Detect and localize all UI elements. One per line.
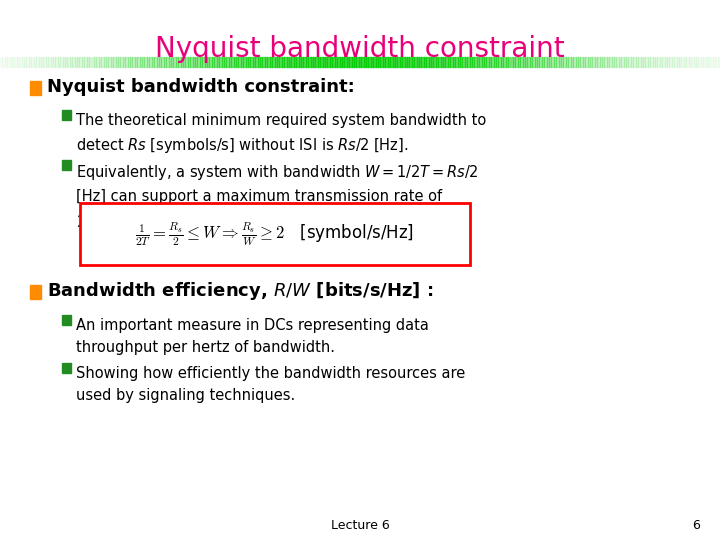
Bar [30,81,41,95]
Text: Bandwidth efficiency, $R/W$ [bits/s/Hz] :: Bandwidth efficiency, $R/W$ [bits/s/Hz] … [47,280,433,302]
Bar [30,285,41,299]
Text: Nyquist bandwidth constraint: Nyquist bandwidth constraint [156,35,564,63]
Text: Nyquist bandwidth constraint:: Nyquist bandwidth constraint: [47,78,355,96]
Text: 6: 6 [692,519,700,532]
Text: The theoretical minimum required system bandwidth to
detect $Rs$ [symbols/s] wit: The theoretical minimum required system … [76,113,486,156]
Text: Lecture 6: Lecture 6 [330,519,390,532]
Bar [62,363,71,373]
Text: An important measure in DCs representing data
throughput per hertz of bandwidth.: An important measure in DCs representing… [76,318,429,355]
Text: Showing how efficiently the bandwidth resources are
used by signaling techniques: Showing how efficiently the bandwidth re… [76,366,465,403]
Bar [62,315,71,325]
FancyBboxPatch shape [80,203,470,265]
Bar [62,160,71,170]
Bar [62,110,71,120]
Text: $\frac{1}{2T} = \frac{R_s}{2} \leq W \Rightarrow \frac{R_s}{W} \geq 2$   [symbol: $\frac{1}{2T} = \frac{R_s}{2} \leq W \Ri… [135,220,415,248]
Text: Equivalently, a system with bandwidth $W=1/2T=Rs/2$
[Hz] can support a maximum t: Equivalently, a system with bandwidth $W… [76,163,479,232]
